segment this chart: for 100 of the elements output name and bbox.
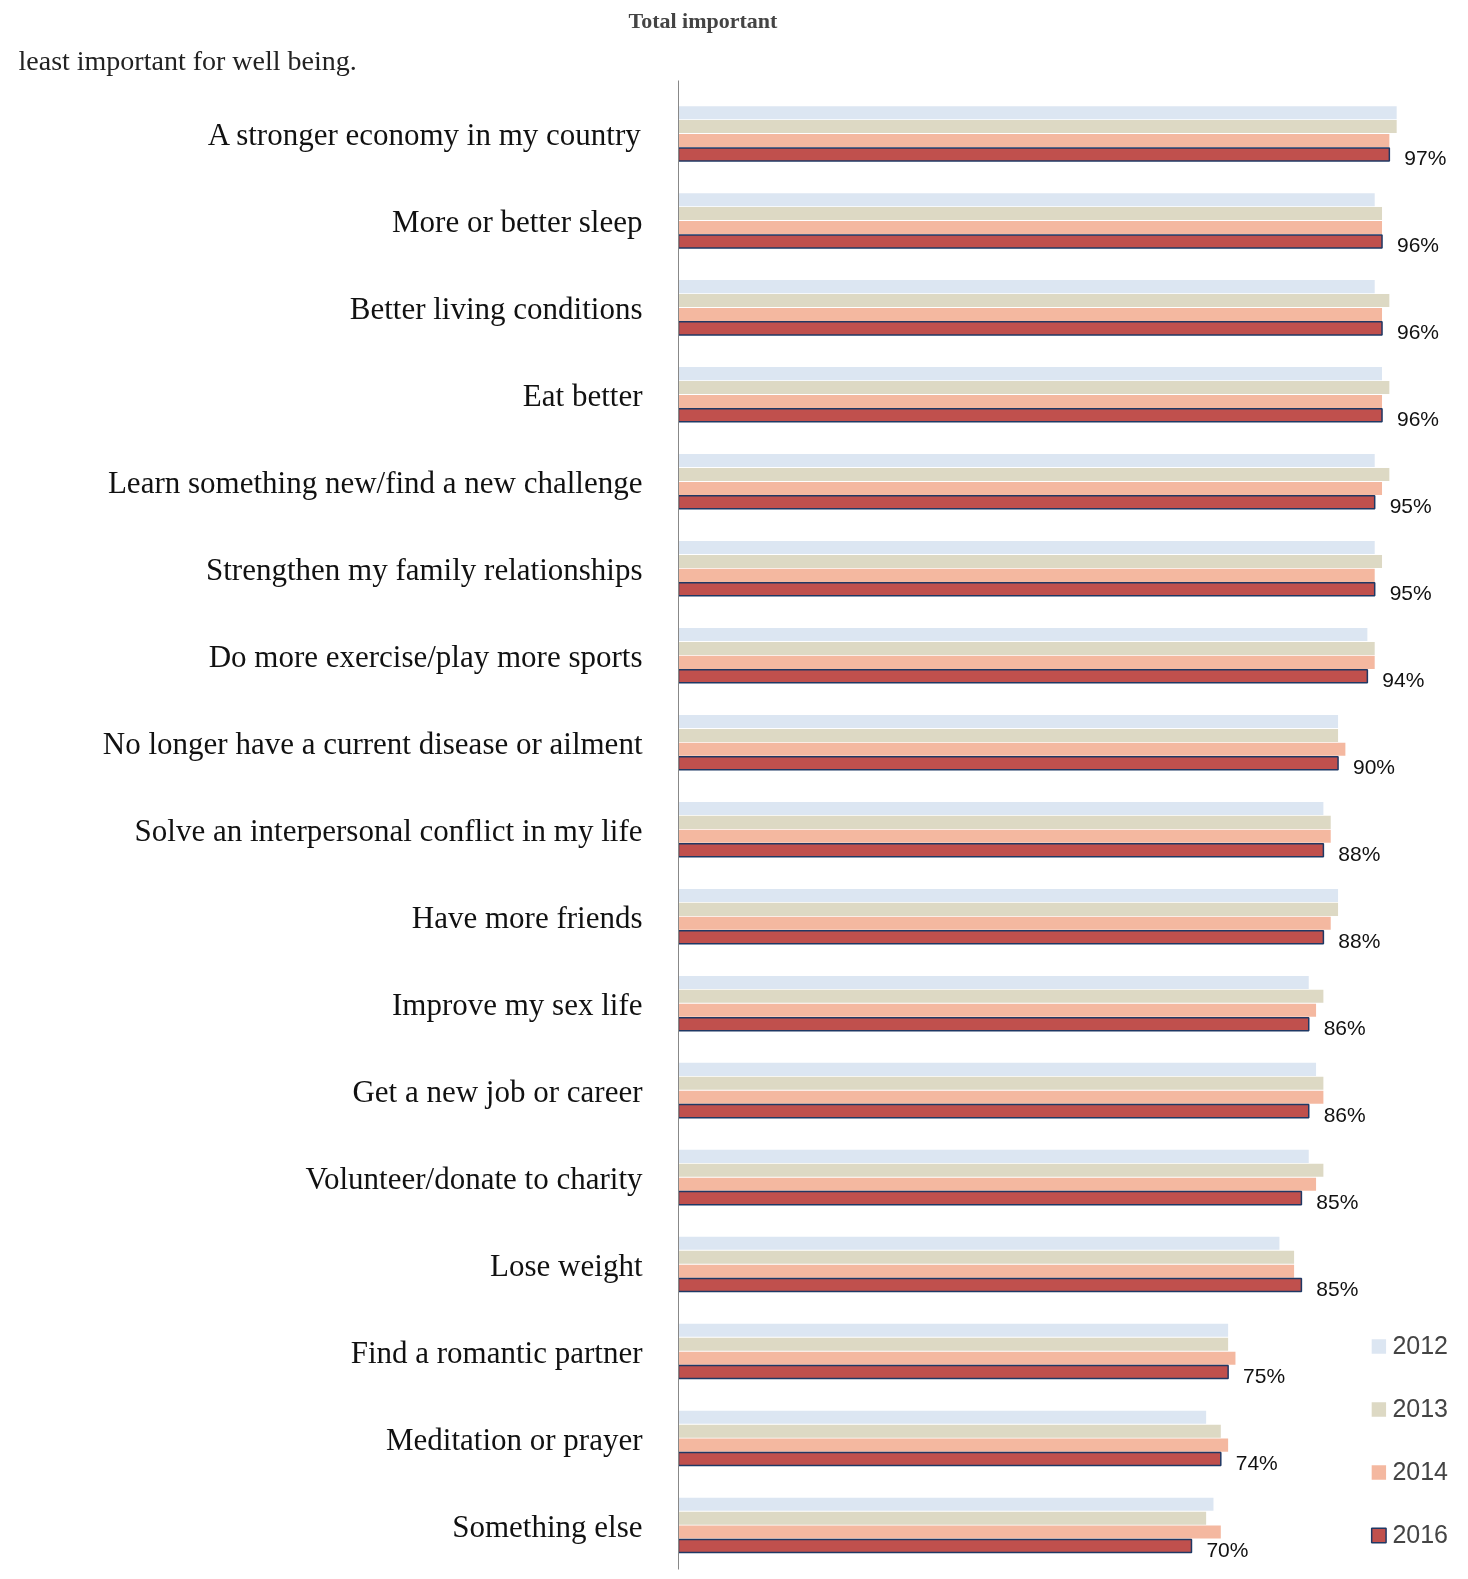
chart-title: Total important [628,7,779,33]
bar [678,801,1324,815]
bar [678,1264,1295,1278]
bar [678,147,1391,162]
bar [678,1103,1310,1119]
bar [678,742,1346,756]
bar [678,888,1339,902]
bar [678,1277,1303,1293]
y-tick-label: Do more exercise/play more sports [208,638,643,674]
y-tick-label: Improve my sex life [391,986,643,1022]
data-label: 96% [1396,320,1439,344]
bar [678,755,1339,771]
bar [678,628,1368,642]
bar [678,207,1383,221]
bar [678,655,1375,669]
bar [678,481,1383,495]
bar [678,916,1331,930]
bar [678,193,1375,207]
bar [678,1177,1317,1191]
bar [678,815,1331,829]
bar [678,669,1369,684]
bar [678,541,1375,555]
bar [678,568,1375,582]
y-tick-label: A stronger economy in my country [207,116,642,152]
bar [678,1351,1236,1365]
data-label: 95% [1389,494,1432,518]
data-label: 90% [1352,755,1396,779]
data-label: 95% [1389,581,1432,605]
bar [678,1149,1309,1163]
y-tick-label: Better living conditions [349,290,643,326]
bar [678,1424,1221,1438]
data-label: 86% [1323,1016,1366,1040]
data-label: 94% [1382,668,1425,692]
y-tick-label: Strengthen my family relationships [205,551,643,587]
bar [678,294,1390,308]
bar [678,133,1390,148]
bar [678,829,1331,843]
bar [678,408,1383,423]
y-tick-label: Volunteer/donate to charity [305,1160,643,1196]
bar [678,394,1383,408]
legend-label: 2012 [1392,1331,1448,1360]
y-tick-label: Something else [452,1508,643,1544]
bar [678,1190,1303,1206]
data-label: 86% [1323,1103,1366,1127]
data-label: 96% [1396,233,1439,257]
legend-label: 2013 [1392,1394,1448,1423]
y-tick-label: Learn something new/find a new challenge [107,464,643,500]
bar [678,234,1383,249]
bar [678,1003,1317,1017]
bar [678,1410,1207,1424]
data-label: 75% [1243,1364,1286,1388]
bar [678,842,1325,858]
bar [678,1438,1229,1452]
bar [678,367,1383,381]
bar [678,1076,1324,1090]
bar [678,975,1309,989]
data-label: 88% [1338,842,1381,866]
bar [678,321,1383,336]
bar [678,582,1376,597]
y-tick-label: Solve an interpersonal conflict in my life [134,812,643,848]
bar [678,1236,1280,1250]
data-label: 85% [1316,1190,1359,1214]
data-label: 88% [1338,929,1381,953]
bar [678,1525,1221,1539]
bar [678,220,1383,235]
bar [678,1250,1295,1264]
data-label: 74% [1235,1451,1278,1475]
bar [678,280,1375,294]
bar [678,902,1339,916]
bar [678,381,1390,395]
text: least important for well being. [18,44,357,76]
bar [678,929,1325,945]
bar [678,1511,1207,1525]
data-label: 96% [1396,407,1439,431]
y-tick-label: Find a romantic partner [350,1334,644,1370]
y-tick-label: Have more friends [411,899,643,935]
bar [678,641,1375,655]
bar [678,1163,1324,1177]
y-tick-label: Eat better [522,377,644,413]
bar [678,714,1339,729]
bar [678,1538,1193,1554]
bar [678,106,1397,120]
bar [678,1451,1222,1467]
y-tick-label: Get a new job or career [352,1073,644,1109]
bar [678,989,1324,1003]
legend-label: 2014 [1392,1457,1448,1486]
bar [678,495,1376,510]
bar [678,1016,1310,1032]
bar [678,307,1383,321]
bar [678,1364,1229,1380]
bar [678,1062,1317,1076]
bar [678,1337,1229,1351]
y-tick-label: No longer have a current disease or ailment [102,725,643,761]
data-label: 97% [1404,146,1447,170]
bar [678,454,1375,468]
data-label: 85% [1316,1277,1359,1301]
bar [678,554,1383,568]
y-tick-label: More or better sleep [392,203,643,239]
bar [678,1497,1214,1511]
bar [678,728,1339,742]
